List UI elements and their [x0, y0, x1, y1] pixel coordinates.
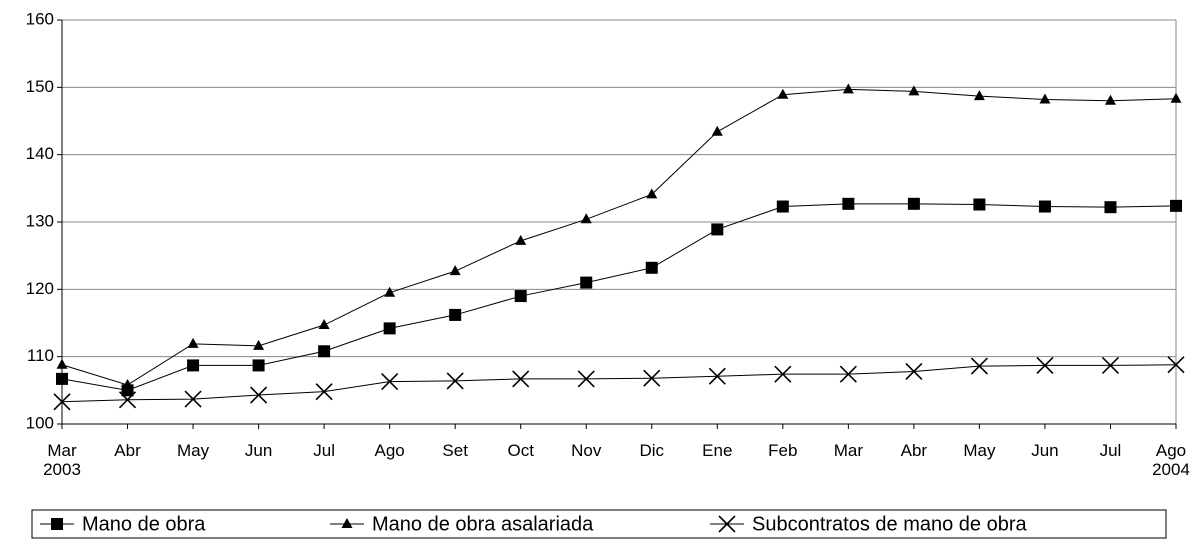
legend-label: Subcontratos de mano de obra	[752, 513, 1028, 535]
point	[252, 359, 265, 372]
point	[1039, 93, 1051, 104]
point	[842, 83, 854, 94]
point	[839, 365, 857, 383]
point	[777, 88, 789, 99]
point	[580, 213, 592, 224]
point	[446, 372, 464, 390]
series-line	[61, 364, 1177, 403]
point	[973, 198, 986, 211]
x-tick-label: Abr	[114, 441, 141, 460]
point	[708, 367, 726, 385]
legend-label: Mano de obra asalariada	[372, 513, 594, 535]
point	[1170, 92, 1182, 103]
point	[56, 358, 68, 369]
point	[383, 322, 396, 335]
y-tick-label: 150	[26, 77, 54, 96]
point	[122, 378, 134, 389]
x-tick-label: Oct	[507, 441, 534, 460]
point	[56, 372, 68, 385]
x-tick-label: Ago	[374, 441, 405, 460]
x-tick-label: Feb	[768, 441, 798, 460]
point	[905, 362, 923, 381]
series-line	[61, 203, 1177, 391]
x-tick-label: Ago 2004	[1152, 441, 1190, 479]
point	[1038, 200, 1051, 213]
point	[449, 265, 461, 276]
x-tick-label: Jul	[1099, 441, 1122, 460]
point	[1036, 356, 1054, 374]
y-tick-label: 130	[26, 211, 54, 230]
x-tick-label: Jul	[313, 441, 335, 460]
x-tick-label: Ene	[702, 441, 733, 460]
x-tick-label: Mar	[833, 441, 863, 460]
x-tick-label: Abr	[900, 441, 928, 460]
point	[1101, 356, 1120, 374]
series-line	[61, 88, 1177, 386]
legend-marker	[51, 518, 63, 530]
point	[253, 339, 265, 350]
point	[184, 390, 202, 408]
point	[514, 290, 527, 303]
y-tick-label: 110	[27, 346, 54, 365]
x-tick-label: Nov	[571, 441, 602, 460]
point	[580, 276, 593, 289]
point	[318, 319, 330, 330]
point	[1167, 356, 1185, 374]
point	[774, 365, 792, 383]
point	[908, 85, 920, 96]
x-tick-label: May	[963, 441, 996, 460]
point	[1170, 199, 1182, 212]
y-tick-label: 120	[26, 279, 54, 298]
legend-box	[31, 509, 1167, 539]
x-tick-label: Dic	[639, 441, 665, 460]
point	[842, 197, 855, 210]
x-tick-label: Set	[442, 441, 468, 460]
point	[970, 357, 988, 375]
point	[53, 393, 71, 411]
point	[646, 188, 658, 199]
point	[118, 391, 137, 409]
x-tick-label: Jun	[1031, 441, 1059, 460]
point	[318, 345, 331, 358]
x-tick-label: May	[176, 441, 210, 460]
point	[907, 197, 920, 210]
point	[711, 223, 724, 236]
point	[643, 369, 661, 387]
point	[1104, 94, 1116, 105]
point	[381, 373, 399, 391]
point	[577, 370, 595, 388]
point	[187, 359, 200, 372]
legend-label: Mano de obra	[82, 513, 206, 535]
point	[515, 234, 527, 245]
y-tick-label: 140	[26, 144, 54, 163]
point	[512, 370, 530, 388]
x-tick-label: Jun	[244, 441, 273, 460]
point	[1104, 201, 1117, 214]
y-tick-label: 100	[26, 413, 54, 432]
point	[384, 286, 396, 297]
point	[973, 90, 985, 101]
point	[645, 261, 658, 274]
point	[776, 200, 789, 213]
y-tick-label: 160	[26, 9, 54, 28]
legend-marker	[718, 515, 736, 533]
point	[315, 383, 333, 401]
point	[250, 386, 268, 404]
point	[711, 125, 723, 136]
point	[187, 337, 199, 348]
x-tick-label: Mar 2003	[43, 441, 81, 479]
legend-marker	[341, 518, 353, 528]
point	[449, 308, 462, 321]
